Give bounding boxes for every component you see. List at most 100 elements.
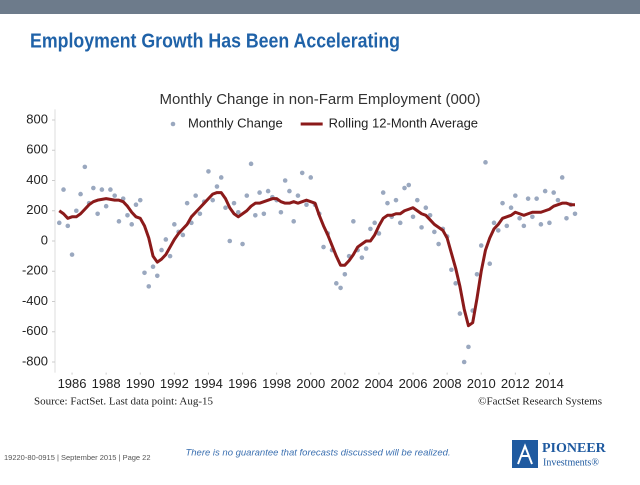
point bbox=[82, 164, 88, 170]
point bbox=[133, 202, 139, 207]
point bbox=[504, 223, 510, 229]
y-tick-label: -600 bbox=[22, 323, 48, 338]
point bbox=[521, 223, 527, 229]
point bbox=[129, 222, 135, 227]
point bbox=[214, 184, 220, 189]
point bbox=[547, 220, 552, 226]
disclaimer: There is no guarantee that forecasts dis… bbox=[185, 448, 450, 459]
logo-mark bbox=[517, 443, 533, 465]
footer-code: 19220-80-0915 | September 2015 | Page 22 bbox=[4, 453, 151, 462]
point bbox=[419, 225, 424, 230]
point bbox=[193, 193, 198, 198]
point bbox=[338, 285, 343, 291]
point bbox=[287, 188, 292, 194]
point bbox=[393, 197, 399, 203]
point bbox=[432, 229, 437, 235]
point bbox=[278, 209, 284, 215]
legend-label: Rolling 12-Month Average bbox=[329, 115, 478, 130]
header-bar bbox=[0, 0, 640, 14]
point bbox=[197, 211, 203, 217]
y-tick-label: -800 bbox=[22, 353, 48, 368]
x-tick-label: 2008 bbox=[433, 376, 462, 391]
x-tick-label: 2002 bbox=[330, 376, 359, 391]
y-tick-label: -400 bbox=[22, 293, 48, 308]
point bbox=[508, 205, 514, 211]
x-tick-label: 2000 bbox=[296, 376, 325, 391]
point bbox=[525, 196, 531, 201]
point bbox=[397, 220, 403, 226]
point bbox=[69, 252, 75, 257]
point bbox=[410, 214, 416, 220]
point bbox=[436, 241, 441, 247]
point bbox=[261, 211, 267, 217]
x-tick-label: 1998 bbox=[262, 376, 291, 391]
point bbox=[402, 185, 407, 191]
point bbox=[61, 187, 66, 192]
point bbox=[184, 200, 190, 206]
point bbox=[91, 185, 96, 191]
chart-title: Monthly Change in non-Farm Employment (0… bbox=[160, 91, 481, 108]
point bbox=[295, 193, 301, 198]
point bbox=[368, 226, 373, 232]
x-tick-label: 1994 bbox=[194, 376, 223, 391]
point bbox=[240, 241, 245, 247]
point bbox=[74, 208, 79, 214]
point bbox=[449, 267, 454, 273]
y-tick-label: 600 bbox=[26, 142, 48, 157]
point bbox=[308, 175, 314, 180]
x-tick-label: 2006 bbox=[399, 376, 428, 391]
point bbox=[291, 219, 296, 224]
line bbox=[58, 191, 575, 328]
point bbox=[265, 188, 271, 194]
point bbox=[167, 253, 173, 259]
point bbox=[483, 160, 488, 165]
x-tick-label: 1986 bbox=[58, 376, 87, 391]
point bbox=[500, 200, 505, 206]
point bbox=[125, 212, 130, 218]
point bbox=[218, 175, 224, 180]
point bbox=[223, 205, 228, 211]
point bbox=[555, 197, 561, 203]
point bbox=[538, 222, 544, 227]
point bbox=[534, 196, 539, 201]
x-tick-label: 2010 bbox=[467, 376, 496, 391]
point bbox=[517, 216, 522, 221]
point bbox=[513, 193, 518, 198]
point bbox=[304, 202, 309, 207]
source: Source: FactSet. Last data point: Aug-15 bbox=[34, 396, 214, 408]
y-tick-label: 0 bbox=[41, 232, 48, 247]
point bbox=[414, 197, 420, 203]
point bbox=[163, 237, 169, 242]
point bbox=[351, 219, 356, 224]
x-tick-label: 1990 bbox=[126, 376, 155, 391]
point bbox=[491, 220, 497, 226]
point bbox=[564, 216, 569, 221]
point bbox=[372, 220, 377, 226]
point bbox=[495, 228, 501, 233]
copyright: ©FactSet Research Systems bbox=[478, 396, 602, 408]
point bbox=[244, 193, 250, 198]
point bbox=[385, 200, 390, 206]
y-tick-label: 800 bbox=[26, 111, 48, 126]
point bbox=[474, 271, 480, 277]
point bbox=[116, 219, 122, 224]
point bbox=[137, 197, 143, 203]
x-tick-label: 1988 bbox=[92, 376, 121, 391]
point bbox=[253, 212, 258, 218]
point bbox=[406, 182, 412, 188]
point bbox=[78, 191, 83, 197]
x-tick-label: 1996 bbox=[228, 376, 257, 391]
point bbox=[108, 187, 113, 192]
point bbox=[95, 211, 100, 217]
x-tick-label: 1992 bbox=[160, 376, 189, 391]
point bbox=[453, 281, 458, 286]
point bbox=[423, 205, 429, 211]
point bbox=[235, 209, 241, 215]
logo: PIONEER Investments® bbox=[512, 440, 607, 468]
point bbox=[227, 238, 233, 244]
point bbox=[461, 359, 467, 365]
legend-label: Monthly Change bbox=[188, 115, 283, 130]
x-tick-label: 2012 bbox=[501, 376, 530, 391]
point bbox=[257, 190, 262, 195]
